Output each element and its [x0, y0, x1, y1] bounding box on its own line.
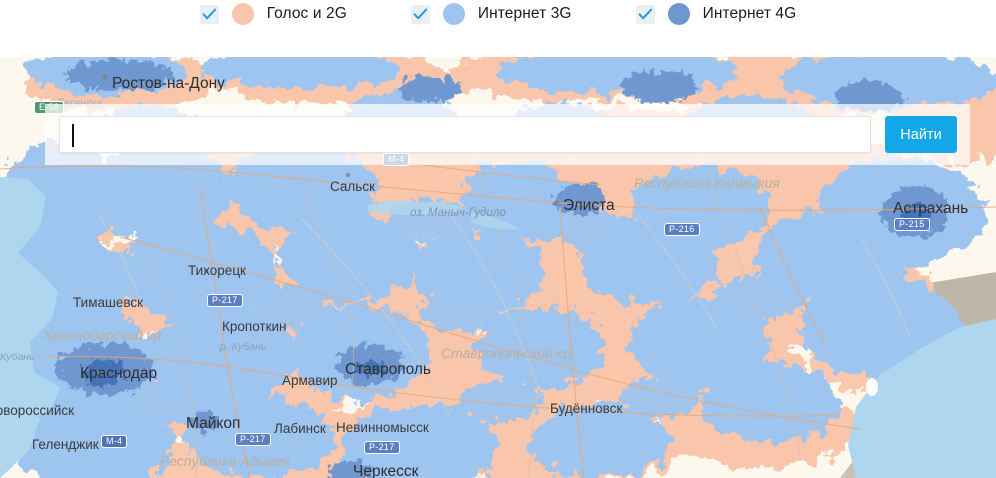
search-panel: Найти [45, 104, 970, 165]
checkmark-icon [638, 8, 652, 19]
legend-swatch-internet-3g [442, 3, 465, 25]
legend-item-voice-2g[interactable]: Голос и 2G [199, 3, 347, 25]
legend-bar: Голос и 2G Интернет 3G Интерне [0, 0, 996, 57]
checkmark-icon [202, 8, 216, 19]
legend-label-internet-3g: Интернет 3G [477, 5, 572, 22]
search-button[interactable]: Найти [885, 116, 957, 153]
legend-label-internet-4g: Интернет 4G [702, 5, 797, 22]
legend-label-voice-2g: Голос и 2G [266, 5, 347, 22]
checkbox-voice-2g[interactable] [199, 4, 219, 24]
legend-items: Голос и 2G Интернет 3G Интерне [199, 0, 797, 25]
legend-item-internet-3g[interactable]: Интернет 3G [410, 3, 572, 25]
search-input[interactable] [59, 116, 871, 153]
legend-swatch-voice-2g [231, 3, 254, 25]
checkbox-internet-4g[interactable] [635, 4, 655, 24]
legend-item-internet-4g[interactable]: Интернет 4G [635, 3, 797, 25]
checkmark-icon [413, 8, 428, 19]
coverage-map[interactable]: Ростов-на-Дону Таганрог Ейск Сальск Элис… [0, 57, 996, 478]
text-caret [72, 124, 74, 147]
checkbox-internet-3g[interactable] [410, 4, 430, 24]
legend-swatch-internet-4g [667, 3, 690, 25]
